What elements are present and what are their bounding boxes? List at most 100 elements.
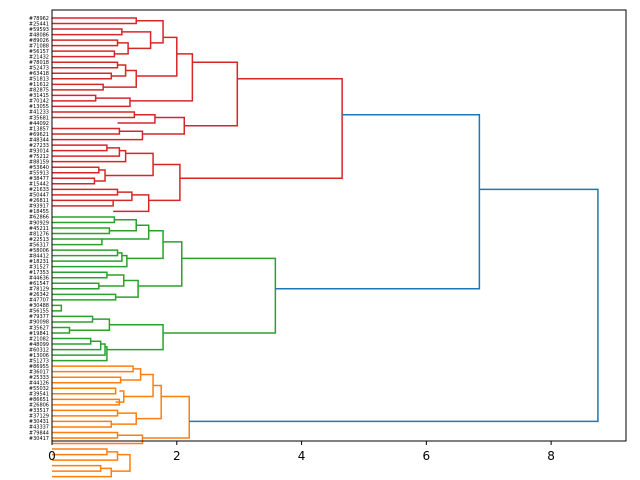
leaf-label: #55032 [29, 386, 49, 392]
dendrogram-link-green [52, 315, 94, 323]
leaf-label: #47707 [29, 298, 49, 304]
dendrogram-link-red [52, 61, 119, 69]
dendrogram-link-red [52, 144, 108, 152]
dendrogram-link-red [52, 199, 114, 207]
dendrogram-link-red [52, 166, 100, 174]
plot-frame [51, 9, 627, 442]
dendrogram-links [52, 17, 599, 478]
dendrogram-link-red [52, 39, 119, 47]
leaf-labels: #78962#25441#59593#48086#89026#71088#561… [29, 16, 49, 442]
dendrogram-link-red [136, 20, 164, 44]
leaf-label: #61547 [29, 281, 49, 287]
dendrogram-link-green [69, 318, 111, 331]
dendrogram-link-orange [111, 412, 137, 425]
dendrogram-link-red [148, 163, 181, 202]
dendrogram-link-red [52, 111, 136, 119]
leaf-label: #89026 [29, 38, 49, 44]
dendrogram-link-green [52, 337, 92, 345]
dendrogram-link-orange [142, 395, 191, 439]
dendrogram-link-green [106, 323, 164, 351]
dendrogram-link-red [52, 149, 127, 163]
x-axis-ticks: 0 2 4 6 8 [48, 441, 555, 463]
dendrogram-link-orange [52, 398, 121, 406]
x-tick-label: 2 [173, 449, 181, 463]
leaf-label: #82875 [29, 88, 49, 94]
leaf-label: #51273 [29, 358, 49, 364]
leaf-label: #43337 [29, 425, 49, 431]
leaf-label: #21633 [29, 187, 49, 193]
leaf-label: #11612 [29, 82, 49, 88]
dendrogram-link-red [184, 61, 239, 127]
leaf-label: #37129 [29, 414, 49, 420]
leaf-label: #17353 [29, 270, 49, 276]
leaf-label: #44126 [29, 381, 49, 387]
dendrogram-link-green [52, 227, 111, 235]
x-tick-label: 8 [547, 449, 555, 463]
dendrogram-link-red [52, 17, 137, 25]
dendrogram-link-red [142, 116, 186, 135]
dendrogram-link-red [52, 147, 121, 157]
leaf-label: #30417 [29, 436, 49, 442]
leaf-label: #13055 [29, 104, 49, 110]
leaf-label: #70142 [29, 99, 49, 105]
leaf-label: #81276 [29, 231, 49, 237]
leaf-label: #51813 [29, 77, 49, 83]
dendrogram-link-orange [52, 420, 113, 428]
dendrogram-link-orange [123, 373, 154, 398]
dendrogram-link-green [52, 293, 117, 301]
leaf-label: #53640 [29, 165, 49, 171]
leaf-label: #25441 [29, 21, 49, 27]
dendrogram-link-green [52, 238, 103, 246]
leaf-label: #48099 [29, 342, 49, 348]
leaf-label: #35681 [29, 115, 49, 121]
leaf-label: #27233 [29, 143, 49, 149]
leaf-label: #44092 [29, 121, 49, 127]
leaf-label: #62866 [29, 215, 49, 221]
leaf-label: #22513 [29, 237, 49, 243]
leaf-label: #15442 [29, 182, 49, 188]
leaf-label: #48344 [29, 137, 49, 143]
leaf-label: #21432 [29, 54, 49, 60]
dendrogram-link-green [52, 326, 71, 334]
leaf-label: #31527 [29, 264, 49, 270]
dendrogram-link-green [52, 346, 108, 362]
leaf-label: #44636 [29, 276, 49, 282]
leaf-label: #86651 [29, 397, 49, 403]
leaf-label: #90929 [29, 220, 49, 226]
dendrogram-link-green [109, 218, 137, 232]
dendrogram-link-red [52, 130, 144, 141]
dendrogram-link-red [52, 97, 131, 108]
leaf-label: #50447 [29, 193, 49, 199]
dendrogram-link-blue [189, 188, 599, 423]
dendrogram-link-orange [52, 387, 117, 395]
dendrogram-link-red [113, 191, 133, 202]
x-tick-label: 4 [298, 449, 306, 463]
dendrogram-link-green [101, 224, 150, 240]
leaf-label: #19841 [29, 331, 49, 337]
dendrogram-link-red [179, 78, 343, 180]
dendrogram-link-green [52, 249, 119, 257]
dendrogram-link-red [52, 188, 119, 196]
dendrogram-link-orange [52, 448, 108, 456]
dendrogram-link-green [126, 230, 164, 260]
dendrogram-link-red [111, 64, 127, 77]
leaf-label: #25333 [29, 375, 49, 381]
dendrogram-link-red [136, 36, 178, 77]
dendrogram-link-red [52, 177, 96, 185]
dendrogram-link-orange [52, 409, 119, 417]
leaf-label: #26806 [29, 403, 49, 409]
dendrogram-link-green [52, 216, 116, 224]
leaf-label: #75212 [29, 154, 49, 160]
dendrogram-link-red [94, 169, 106, 182]
leaf-label: #69621 [29, 132, 49, 138]
dendrogram-link-blue [275, 113, 481, 290]
dendrogram-link-green [52, 282, 100, 290]
leaf-label: #79377 [29, 314, 49, 320]
leaf-label: #18455 [29, 209, 49, 215]
leaf-label: #26811 [29, 198, 49, 204]
dendrogram-link-red [52, 94, 97, 102]
leaf-label: #84412 [29, 253, 49, 259]
leaf-label: #26342 [29, 292, 49, 298]
dendrogram-link-orange [120, 368, 142, 381]
dendrogram-link-orange [52, 464, 102, 472]
